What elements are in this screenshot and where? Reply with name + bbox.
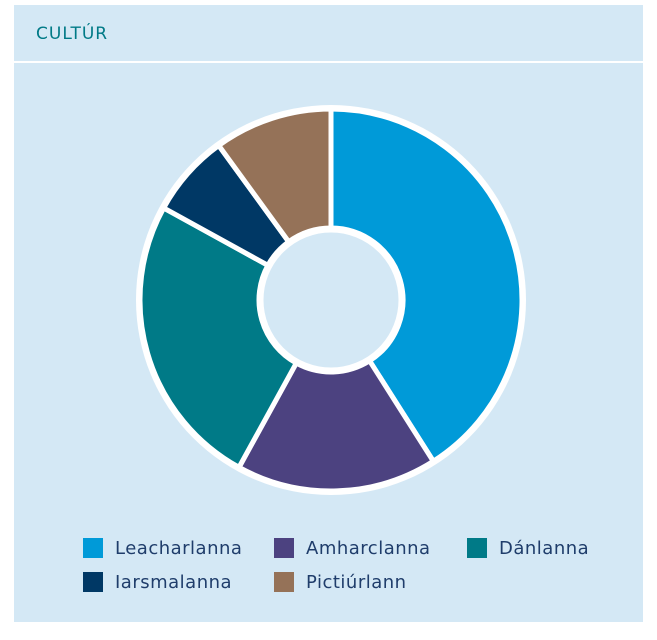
- legend-label: Amharclanna: [306, 538, 431, 559]
- legend-label: Leacharlanna: [115, 538, 242, 559]
- legend-label: Iarsmalanna: [115, 572, 232, 593]
- legend-swatch: [467, 538, 487, 558]
- legend-label: Dánlanna: [499, 538, 589, 559]
- legend-swatch: [83, 538, 103, 558]
- legend-swatch: [83, 572, 103, 592]
- chart-title: CULTÚR: [36, 22, 108, 44]
- donut-hole: [258, 227, 404, 373]
- legend-label: Pictiúrlann: [306, 572, 407, 593]
- legend-swatch: [274, 538, 294, 558]
- legend-swatch: [274, 572, 294, 592]
